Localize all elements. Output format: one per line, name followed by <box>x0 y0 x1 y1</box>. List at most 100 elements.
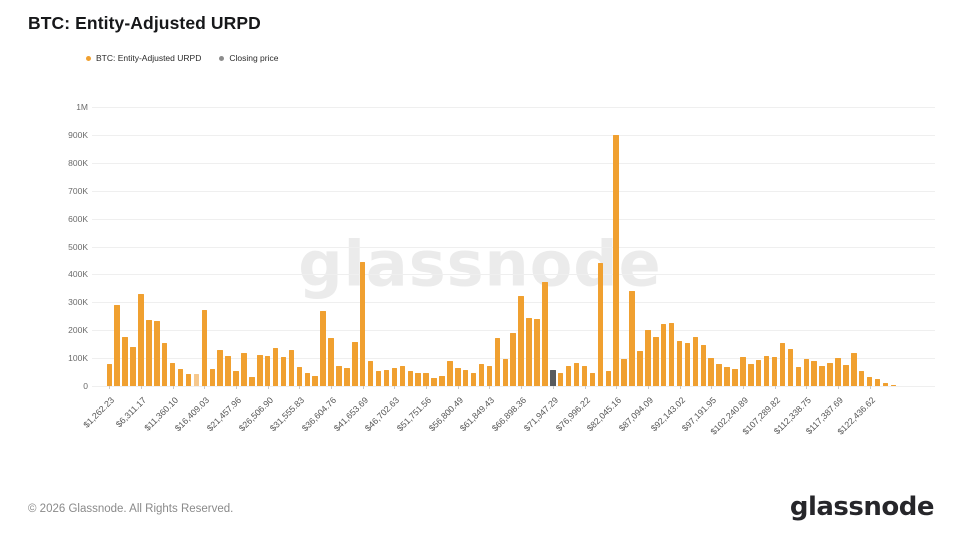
legend-item-urpd[interactable]: BTC: Entity-Adjusted URPD <box>86 53 201 63</box>
urpd-bar-25[interactable] <box>304 373 311 386</box>
urpd-bar-19[interactable] <box>257 354 263 386</box>
urpd-bar-65[interactable] <box>621 359 627 386</box>
urpd-bar-21[interactable] <box>272 348 279 386</box>
urpd-bar-83[interactable] <box>763 355 770 386</box>
urpd-bar-92[interactable] <box>835 358 841 386</box>
urpd-bar-35[interactable] <box>383 369 390 386</box>
urpd-bar-75[interactable] <box>700 344 707 386</box>
urpd-bar-55[interactable] <box>542 282 548 386</box>
urpd-bar-72[interactable] <box>676 340 683 386</box>
urpd-bar-4[interactable] <box>138 293 144 386</box>
urpd-bar-60[interactable] <box>581 366 588 386</box>
urpd-bar-17[interactable] <box>241 352 247 386</box>
urpd-bar-32[interactable] <box>359 262 366 386</box>
urpd-bar-96[interactable] <box>866 376 873 386</box>
urpd-bar-89[interactable] <box>811 360 817 386</box>
urpd-bar-37[interactable] <box>399 365 406 386</box>
urpd-bar-2[interactable] <box>122 337 128 386</box>
urpd-bar-67[interactable] <box>637 351 643 386</box>
urpd-bar-45[interactable] <box>462 370 469 386</box>
urpd-bar-80[interactable] <box>740 357 746 386</box>
urpd-bar-61[interactable] <box>589 373 596 386</box>
urpd-bar-3[interactable] <box>130 347 136 386</box>
urpd-bar-97[interactable] <box>874 379 881 386</box>
urpd-bar-76[interactable] <box>708 358 714 386</box>
urpd-bar-47[interactable] <box>478 363 485 386</box>
urpd-bar-6[interactable] <box>154 321 160 386</box>
urpd-bar-79[interactable] <box>732 369 738 386</box>
urpd-bar-8[interactable] <box>169 362 176 386</box>
urpd-bar-73[interactable] <box>684 343 691 386</box>
urpd-bar-62[interactable] <box>597 263 604 386</box>
urpd-bar-87[interactable] <box>795 367 802 386</box>
urpd-bar-78[interactable] <box>724 367 730 386</box>
urpd-bar-74[interactable] <box>692 337 699 386</box>
urpd-bar-48[interactable] <box>486 366 493 386</box>
urpd-bar-59[interactable] <box>573 363 580 386</box>
urpd-bar-94[interactable] <box>851 352 857 386</box>
urpd-bar-0[interactable] <box>106 363 113 386</box>
urpd-bar-15[interactable] <box>225 356 231 386</box>
urpd-bar-53[interactable] <box>526 317 532 386</box>
urpd-bar-7[interactable] <box>161 343 168 386</box>
urpd-bar-63[interactable] <box>605 371 611 386</box>
legend-item-closing-price[interactable]: Closing price <box>219 53 278 63</box>
urpd-bar-69[interactable] <box>653 337 659 386</box>
urpd-bar-82[interactable] <box>755 359 762 386</box>
urpd-bar-5[interactable] <box>146 320 152 386</box>
urpd-bar-24[interactable] <box>296 367 303 386</box>
urpd-bar-26[interactable] <box>312 375 318 386</box>
urpd-bar-31[interactable] <box>352 342 358 386</box>
urpd-bar-91[interactable] <box>827 363 833 386</box>
urpd-bar-64[interactable] <box>613 134 619 386</box>
urpd-bar-13[interactable] <box>209 369 215 386</box>
urpd-bar-81[interactable] <box>748 363 754 386</box>
urpd-bar-51[interactable] <box>510 332 516 386</box>
urpd-bar-29[interactable] <box>336 365 342 386</box>
urpd-bar-70[interactable] <box>660 324 667 386</box>
urpd-bar-84[interactable] <box>771 357 778 386</box>
urpd-bar-38[interactable] <box>407 370 413 386</box>
urpd-bar-20[interactable] <box>264 355 271 386</box>
urpd-bar-77[interactable] <box>716 363 722 386</box>
urpd-bar-42[interactable] <box>439 375 445 386</box>
urpd-bar-90[interactable] <box>819 365 825 386</box>
urpd-bar-68[interactable] <box>645 330 651 386</box>
urpd-bar-33[interactable] <box>367 360 374 386</box>
urpd-bar-1[interactable] <box>114 305 120 386</box>
urpd-bar-98[interactable] <box>882 382 889 386</box>
urpd-bar-18[interactable] <box>249 377 255 386</box>
urpd-bar-95[interactable] <box>858 370 865 386</box>
urpd-bar-40[interactable] <box>423 373 429 386</box>
urpd-bar-12[interactable] <box>201 309 208 386</box>
urpd-bar-36[interactable] <box>391 367 398 386</box>
urpd-bar-85[interactable] <box>779 342 786 386</box>
urpd-bar-88[interactable] <box>803 359 809 386</box>
urpd-bar-14[interactable] <box>217 349 223 386</box>
urpd-bar-22[interactable] <box>280 357 287 386</box>
urpd-bar-66[interactable] <box>629 291 635 386</box>
urpd-bar-43[interactable] <box>447 361 453 386</box>
urpd-bar-39[interactable] <box>415 372 421 386</box>
urpd-bar-11[interactable] <box>193 374 200 386</box>
urpd-bar-93[interactable] <box>843 364 849 386</box>
urpd-bar-86[interactable] <box>787 349 794 386</box>
urpd-bar-23[interactable] <box>288 349 295 386</box>
urpd-bar-50[interactable] <box>502 359 509 386</box>
urpd-bar-34[interactable] <box>375 371 382 386</box>
urpd-bar-9[interactable] <box>177 369 184 386</box>
urpd-bar-41[interactable] <box>431 377 437 386</box>
urpd-bar-58[interactable] <box>565 365 572 386</box>
urpd-bar-71[interactable] <box>668 322 675 386</box>
urpd-bar-16[interactable] <box>233 370 239 386</box>
urpd-bar-10[interactable] <box>185 374 192 386</box>
closing-price-bar[interactable] <box>550 369 556 386</box>
urpd-bar-27[interactable] <box>320 311 326 386</box>
urpd-bar-46[interactable] <box>470 373 477 386</box>
urpd-bar-44[interactable] <box>455 367 461 386</box>
urpd-bar-57[interactable] <box>557 372 564 386</box>
urpd-bar-52[interactable] <box>518 295 524 386</box>
urpd-bar-49[interactable] <box>494 337 501 386</box>
urpd-bar-30[interactable] <box>344 368 350 386</box>
urpd-bar-99[interactable] <box>890 384 897 386</box>
